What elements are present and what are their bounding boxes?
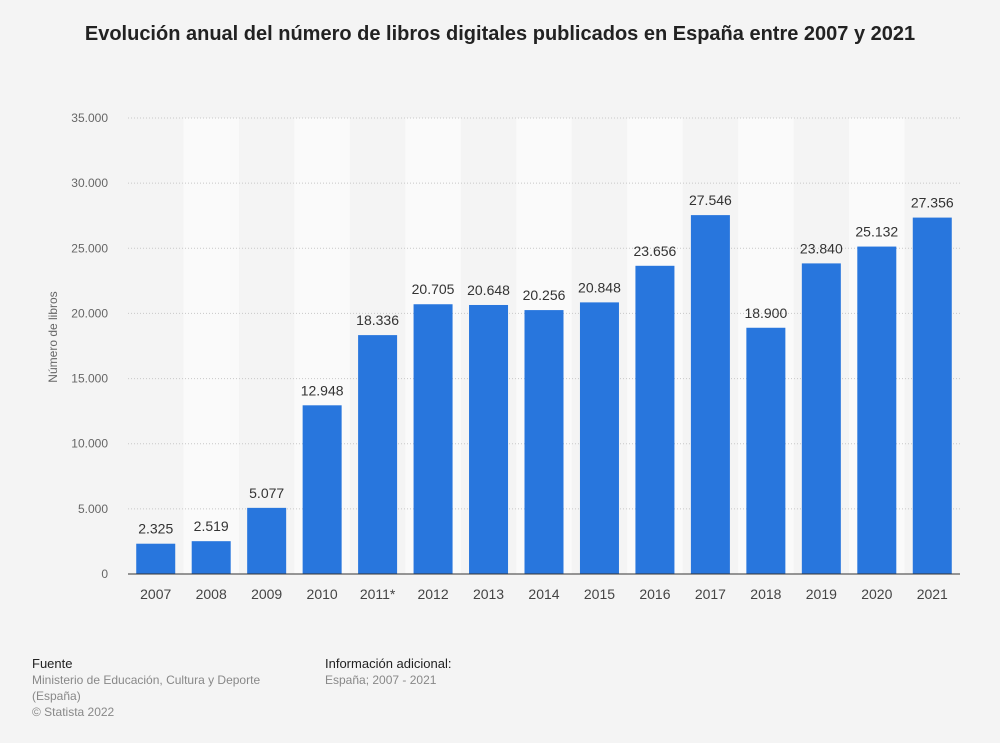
y-tick-label: 15.000	[71, 372, 108, 386]
x-tick-label: 2010	[307, 586, 338, 602]
bars	[136, 215, 952, 574]
data-label: 2.519	[194, 518, 229, 534]
data-label: 5.077	[249, 485, 284, 501]
data-label: 25.132	[855, 224, 898, 240]
x-tick-label: 2018	[750, 586, 781, 602]
bar	[579, 302, 619, 574]
data-label: 20.705	[412, 281, 455, 297]
bar	[690, 215, 730, 574]
x-tick-label: 2012	[417, 586, 448, 602]
info-block: Información adicional: España; 2007 - 20…	[325, 656, 625, 688]
data-label: 23.656	[634, 243, 677, 259]
data-label: 20.648	[467, 282, 510, 298]
copyright-text: © Statista 2022	[32, 705, 115, 719]
background-band	[183, 118, 239, 574]
bar	[302, 405, 342, 574]
data-label: 18.900	[744, 305, 787, 321]
bar	[191, 541, 231, 574]
bar	[524, 310, 564, 574]
data-label: 18.336	[356, 312, 399, 328]
y-tick-label: 35.000	[71, 111, 108, 125]
x-tick-label: 2009	[251, 586, 282, 602]
bar	[136, 543, 176, 574]
y-tick-label: 20.000	[71, 306, 108, 320]
x-tick-label: 2013	[473, 586, 504, 602]
bar	[635, 265, 675, 574]
data-label: 23.840	[800, 240, 843, 256]
y-axis-ticks: 0 5.000 10.000 15.000 20.000 25.000 30.000 35.0…	[71, 111, 108, 581]
chart-title: Evolución anual del número de libros dig…	[84, 23, 916, 45]
x-tick-label: 2019	[806, 586, 837, 602]
x-tick-label: 2007	[140, 586, 171, 602]
data-label: 20.848	[578, 279, 621, 295]
bar	[358, 335, 398, 574]
y-tick-label: 5.000	[78, 502, 108, 516]
data-label: 20.256	[523, 287, 566, 303]
y-axis-label: Número de libros	[46, 291, 60, 382]
bar	[857, 246, 897, 574]
data-label: 27.546	[689, 192, 732, 208]
x-tick-label: 2014	[528, 586, 559, 602]
bar-chart: 0 5.000 10.000 15.000 20.000 25.000 30.000 35.0…	[46, 111, 960, 602]
x-tick-label: 2008	[196, 586, 227, 602]
y-tick-label: 30.000	[71, 176, 108, 190]
y-tick-label: 0	[101, 567, 108, 581]
bar	[247, 507, 287, 574]
data-labels: 2.325 2.519 5.077 12.948 18.336 20.705 20.648 2…	[138, 192, 954, 537]
y-tick-label: 25.000	[71, 241, 108, 255]
source-heading: Fuente	[32, 656, 73, 671]
x-tick-label: 2015	[584, 586, 615, 602]
bar	[912, 217, 952, 574]
x-tick-label: 2016	[639, 586, 670, 602]
bar	[746, 327, 786, 574]
data-label: 27.356	[911, 195, 954, 211]
info-heading: Información adicional:	[325, 656, 452, 671]
bar	[469, 304, 509, 574]
x-tick-label: 2020	[861, 586, 892, 602]
x-axis-ticks: 2007 2008 2009 2010 2011* 2012 2013 2014 2015 201…	[140, 586, 948, 602]
y-tick-label: 10.000	[71, 437, 108, 451]
x-tick-label: 2021	[917, 586, 948, 602]
x-tick-label: 2011*	[360, 586, 396, 602]
data-label: 12.948	[301, 382, 344, 398]
info-text: España; 2007 - 2021	[325, 673, 437, 687]
source-block: Fuente Ministerio de Educación, Cultura …	[32, 656, 302, 720]
bar	[801, 263, 841, 574]
source-text: Ministerio de Educación, Cultura y Depor…	[32, 673, 261, 703]
bar	[413, 304, 453, 574]
x-tick-label: 2017	[695, 586, 726, 602]
data-label: 2.325	[138, 521, 173, 537]
